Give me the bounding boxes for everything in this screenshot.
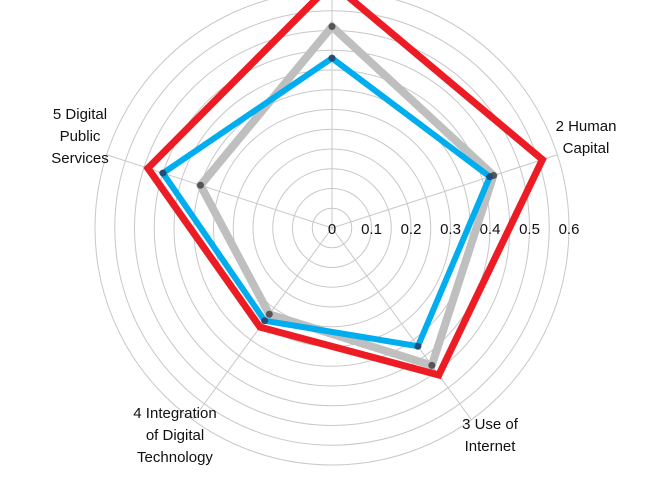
series-point [486, 173, 494, 181]
tick-label: 0.5 [519, 221, 540, 238]
series-point [328, 23, 336, 31]
spoke-line [106, 154, 333, 229]
axis-label: 4 Integration of Digital Technology [133, 405, 216, 466]
series-point [159, 169, 167, 177]
series-point [265, 310, 273, 318]
axis-label: 3 Use of Internet [462, 416, 519, 455]
tick-labels: 0 0.1 0.2 0.3 0.4 0.5 0.6 [328, 221, 580, 238]
tick-label: 0 [328, 221, 336, 238]
spoke-line [331, 154, 558, 229]
series-point [328, 54, 336, 62]
spoke-line [192, 227, 333, 421]
series-point [197, 181, 205, 189]
series-point [435, 371, 443, 379]
series-point [414, 342, 422, 350]
tick-label: 0.1 [361, 221, 382, 238]
series-point [538, 156, 546, 164]
axis-label: 2 Human Capital [556, 118, 617, 157]
tick-label: 0.2 [401, 221, 422, 238]
series-point [256, 323, 264, 331]
series-line [158, 54, 494, 350]
grid-ring [94, 0, 570, 466]
series-point [144, 164, 152, 172]
tick-label: 0.3 [440, 221, 461, 238]
series-point [261, 317, 269, 325]
spoke-line [331, 227, 472, 421]
series-line [195, 20, 499, 371]
tick-label: 0.4 [480, 221, 501, 238]
series-line [143, 0, 547, 380]
tick-label: 0.6 [559, 221, 580, 238]
axis-labels: 2 Human Capital 3 Use of Internet 4 Integrat… [51, 106, 616, 466]
series-layer [143, 0, 547, 380]
series-point [428, 361, 436, 369]
axis-label: 5 Digital Public Services [51, 106, 109, 167]
